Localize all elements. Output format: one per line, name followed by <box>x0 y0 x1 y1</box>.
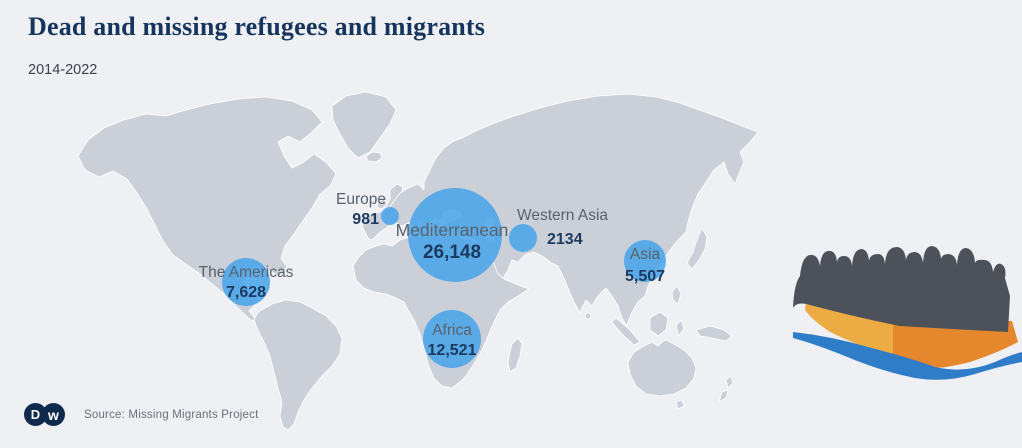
region-value: 7,628 <box>225 284 267 301</box>
region-europe: Europe 981 <box>286 190 386 230</box>
sri-lanka-island <box>584 312 592 320</box>
greenland-landmass <box>331 91 397 159</box>
footer: D w Source: Missing Migrants Project <box>24 403 259 427</box>
dw-logo-w-circle: w <box>42 403 65 426</box>
page-title: Dead and missing refugees and migrants <box>28 12 486 41</box>
source-credit: Source: Missing Migrants Project <box>84 409 259 421</box>
ireland-landmass <box>376 198 388 210</box>
crowd-silhouette <box>793 246 1010 332</box>
tasmania-island <box>675 399 685 410</box>
region-value: 12,521 <box>427 342 477 359</box>
sumatra-island <box>611 317 641 346</box>
region-africa: Africa 12,521 <box>392 321 512 361</box>
wave <box>793 332 1022 380</box>
new-guinea-island <box>695 325 733 342</box>
australia-landmass <box>627 339 697 397</box>
new-zealand-south-island <box>718 389 729 403</box>
new-zealand-north-island <box>725 375 734 389</box>
bubble-europe <box>381 207 399 225</box>
refugee-boat-illustration <box>793 246 1022 380</box>
region-label: Europe <box>336 191 386 208</box>
boat-hull-left <box>805 302 893 357</box>
region-value: 5,507 <box>624 268 666 285</box>
borneo-island <box>649 311 669 337</box>
region-label: Africa <box>432 322 472 339</box>
region-western-asia: Western Asia 2134 <box>517 206 637 250</box>
iceland-landmass <box>365 151 383 163</box>
bubble-western-asia <box>509 224 537 252</box>
sulawesi-island <box>675 319 685 337</box>
region-label: Western Asia <box>517 207 609 224</box>
bubble-africa <box>423 310 481 368</box>
philippines-island <box>671 285 682 305</box>
bubble-asia <box>624 240 666 282</box>
dw-logo-d-circle: D <box>24 403 47 426</box>
dw-logo: D w <box>24 403 66 427</box>
region-label: Asia <box>629 246 661 263</box>
region-value: 981 <box>352 211 379 228</box>
south-america-landmass <box>253 299 343 431</box>
japan-landmass <box>686 227 708 270</box>
region-label: Mediterranean <box>395 220 509 240</box>
region-asia: Asia 5,507 <box>585 245 705 287</box>
region-mediterranean: Mediterranean 26,148 <box>372 219 532 264</box>
boat-hull-right <box>893 321 1018 369</box>
subtitle: 2014-2022 <box>28 62 98 78</box>
region-label: The Americas <box>198 264 294 281</box>
bubble-mediterranean <box>408 188 502 282</box>
madagascar-island <box>507 337 523 373</box>
bubble-the-americas <box>222 258 270 306</box>
north-america-landmass <box>77 96 337 322</box>
region-the-americas: The Americas 7,628 <box>166 263 326 303</box>
region-value: 2134 <box>547 231 583 248</box>
region-value: 26,148 <box>422 242 482 263</box>
